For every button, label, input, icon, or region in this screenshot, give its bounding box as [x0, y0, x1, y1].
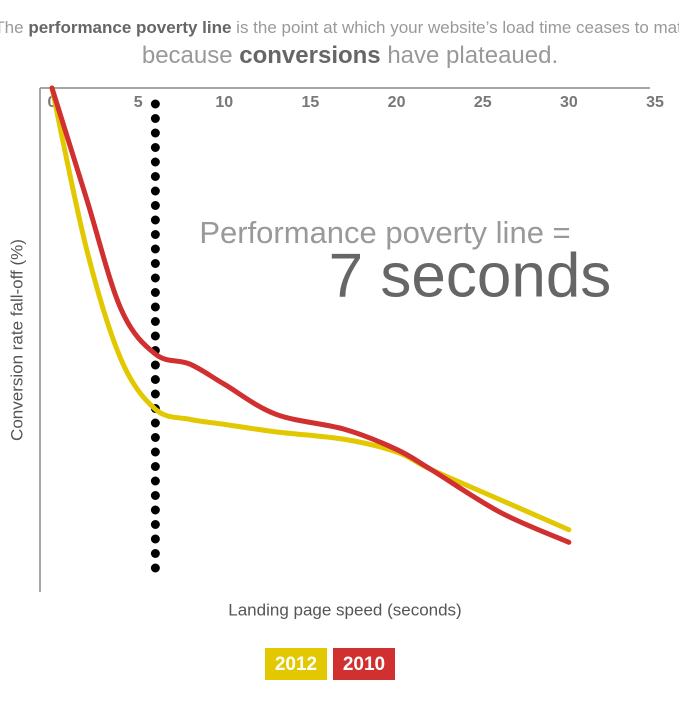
- annotation: Performance poverty line =: [199, 215, 570, 250]
- title-line: because conversions have plateaued.: [142, 42, 558, 69]
- x-tick-label: 30: [560, 94, 578, 111]
- title-segment: have plateaued.: [381, 42, 558, 69]
- title-segment: is the point at which your website’s loa…: [231, 18, 679, 37]
- x-tick-label: 0: [48, 94, 57, 111]
- title-segment: because: [142, 42, 239, 69]
- x-tick-label: 20: [388, 94, 406, 111]
- title-segment: conversions: [239, 42, 380, 69]
- x-tick-label: 35: [646, 94, 664, 111]
- legend-swatch: [333, 648, 395, 680]
- legend-label: 2010: [343, 654, 385, 675]
- x-axis-label: Landing page speed (seconds): [228, 600, 461, 619]
- title-line: The performance poverty line is the poin…: [0, 18, 679, 37]
- y-axis-label: Conversion rate fall-off (%): [7, 239, 26, 441]
- x-tick-label: 15: [302, 94, 320, 111]
- x-tick-label: 25: [474, 94, 492, 111]
- title-segment: performance poverty line: [28, 18, 231, 37]
- legend-swatch: [265, 648, 327, 680]
- x-tick-label: 10: [215, 94, 233, 111]
- line-series: [49, 85, 572, 545]
- title-segment: The: [0, 18, 28, 37]
- x-tick-label: 5: [134, 94, 143, 111]
- annotation: 7 seconds: [329, 241, 612, 310]
- legend-label: 2012: [275, 654, 317, 675]
